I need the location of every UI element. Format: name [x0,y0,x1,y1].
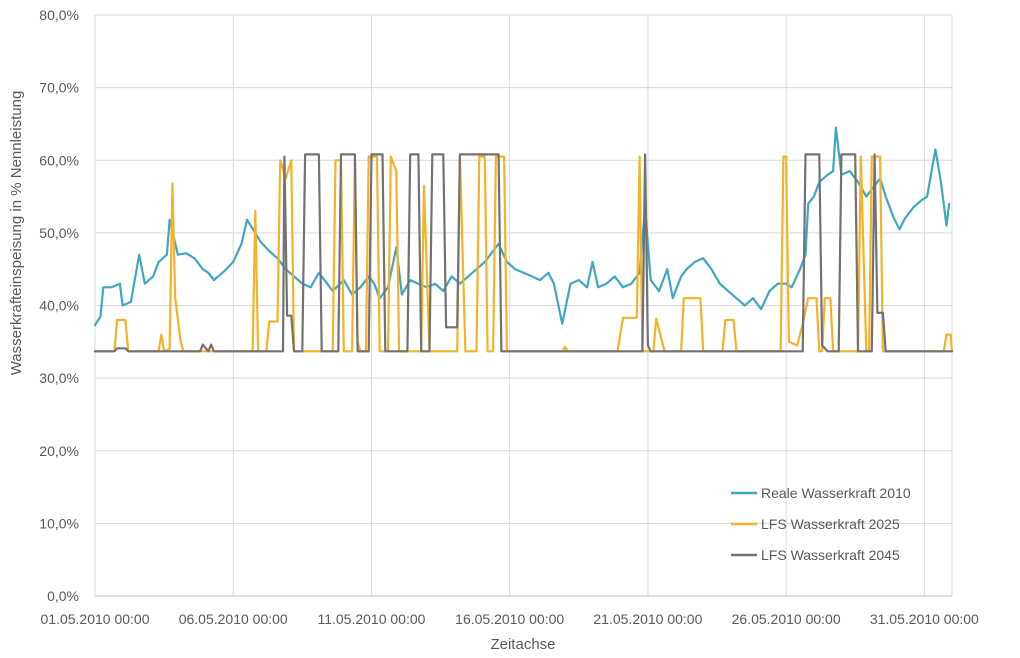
legend-label-2: LFS Wasserkraft 2025 [761,516,900,532]
y-tick-label: 50,0% [39,225,79,241]
x-tick-label: 06.05.2010 00:00 [179,611,288,627]
legend: Reale Wasserkraft 2010 LFS Wasserkraft 20… [731,485,911,563]
x-tick-label: 21.05.2010 00:00 [593,611,702,627]
x-tick-label: 31.05.2010 00:00 [870,611,979,627]
y-tick-label: 20,0% [39,443,79,459]
x-axis-title: Zeitachse [490,636,555,653]
series-layer [93,126,954,353]
series-line-1 [93,126,951,327]
x-tick-label: 11.05.2010 00:00 [317,611,425,627]
x-axis-tick-labels: 01.05.2010 00:00 06.05.2010 00:00 11.05.20… [41,611,980,627]
y-tick-label: 80,0% [39,7,79,23]
y-tick-label: 30,0% [39,370,79,386]
y-tick-label: 40,0% [39,298,79,314]
legend-label-3: LFS Wasserkraft 2045 [761,547,900,563]
y-tick-label: 70,0% [39,80,79,96]
legend-label-1: Reale Wasserkraft 2010 [761,485,911,501]
y-tick-label: 60,0% [39,152,79,168]
y-axis-title: Wasserkrafteinspeisung in % Nennleistung [8,91,25,376]
y-tick-label: 10,0% [39,515,79,531]
y-axis-tick-labels: 0,0% 10,0% 20,0% 30,0% 40,0% 50,0% 60,0% 70,0% 8… [39,7,79,604]
y-tick-label: 0,0% [47,588,79,604]
x-tick-label: 01.05.2010 00:00 [41,611,150,627]
series-line-3 [93,153,954,353]
series-line-2 [93,155,954,353]
x-tick-label: 26.05.2010 00:00 [732,611,841,627]
x-tick-label: 16.05.2010 00:00 [455,611,564,627]
